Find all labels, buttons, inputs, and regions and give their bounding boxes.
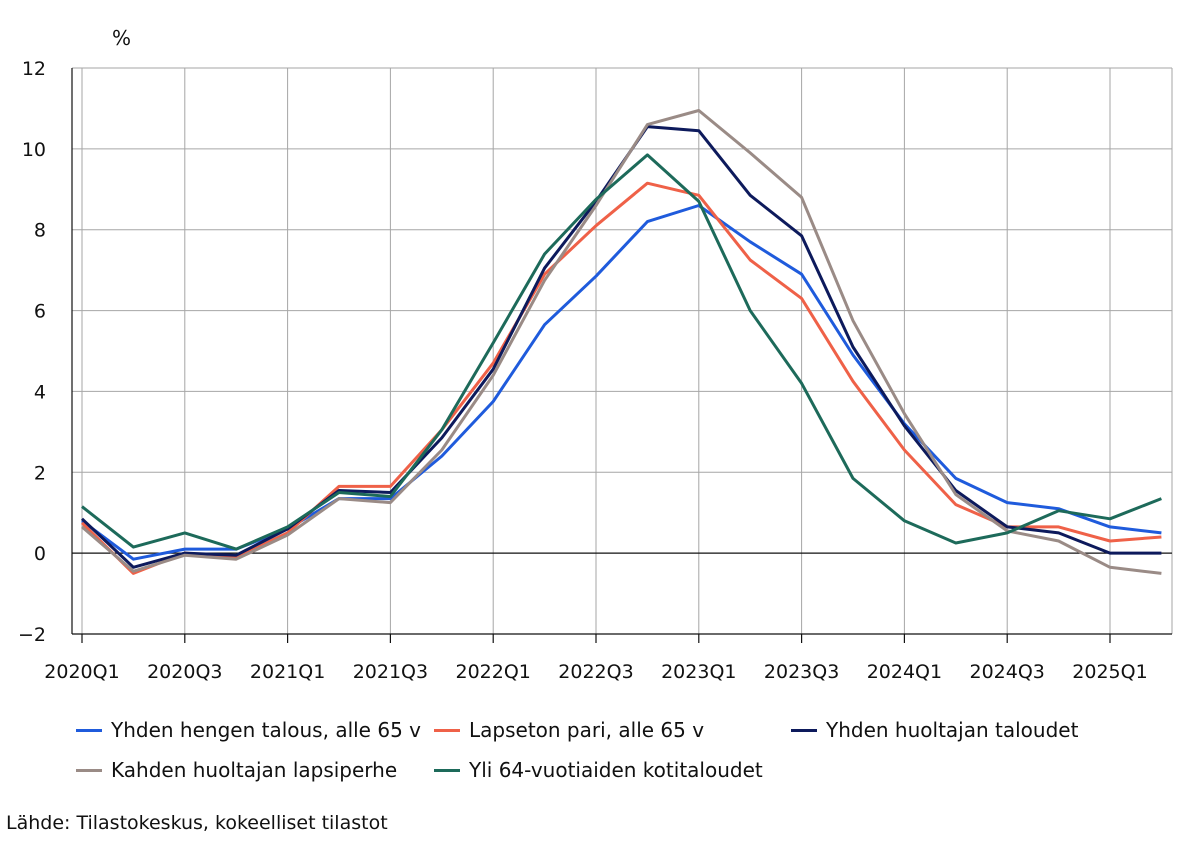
- legend-swatch: [76, 728, 102, 732]
- series-lines: [80, 109, 1162, 575]
- axes: [71, 68, 1172, 643]
- series-line: [80, 181, 1162, 575]
- x-tick-label: 2022Q3: [558, 661, 633, 683]
- x-tick-label: 2023Q3: [764, 661, 839, 683]
- y-tick-label: 8: [34, 220, 46, 242]
- x-tick-label: 2022Q1: [455, 661, 530, 683]
- gridlines: [72, 67, 1173, 635]
- series-line: [81, 153, 1162, 551]
- y-tick-label: 6: [34, 301, 46, 323]
- x-tick-label: 2021Q1: [250, 661, 325, 683]
- y-tick-label: 2: [34, 462, 46, 484]
- y-tick-label: 4: [34, 381, 46, 403]
- series-line: [81, 204, 1162, 561]
- source-note: Lähde: Tilastokeskus, kokeelliset tilast…: [6, 812, 388, 834]
- y-tick-label: −2: [18, 624, 46, 646]
- legend-item: Yhden hengen talous, alle 65 v: [76, 718, 421, 742]
- x-tick-label: 2025Q1: [1072, 661, 1147, 683]
- x-tick-label: 2024Q1: [867, 661, 942, 683]
- legend-swatch: [791, 728, 817, 732]
- series-line: [81, 109, 1162, 575]
- y-tick-label: 12: [22, 58, 46, 80]
- x-tick-label: 2024Q3: [969, 661, 1044, 683]
- x-tick-label: 2021Q3: [353, 661, 428, 683]
- legend-swatch: [434, 768, 460, 772]
- legend-item: Lapseton pari, alle 65 v: [434, 718, 704, 742]
- legend-label: Yhden huoltajan taloudet: [826, 718, 1079, 742]
- y-tick-labels: −2 0 2 4 6 8 10 12: [18, 58, 46, 646]
- y-axis-unit: %: [112, 26, 131, 50]
- x-tick-labels: 2020Q1 2020Q3 2021Q1 2021Q3 2022Q1 2022Q3 2023…: [44, 661, 1147, 683]
- x-tick-label: 2023Q1: [661, 661, 736, 683]
- legend-item: Kahden huoltajan lapsiperhe: [76, 758, 397, 782]
- legend-swatch: [434, 728, 460, 732]
- legend-item: Yhden huoltajan taloudet: [791, 718, 1078, 742]
- legend-label: Kahden huoltajan lapsiperhe: [111, 758, 398, 782]
- x-tick-label: 2020Q3: [147, 661, 222, 683]
- legend-label: Yli 64-vuotiaiden kotitaloudet: [469, 758, 763, 782]
- legend-label: Lapseton pari, alle 65 v: [469, 718, 705, 742]
- y-tick-label: 0: [34, 543, 46, 565]
- legend-swatch: [76, 768, 102, 772]
- series-line: [80, 125, 1162, 569]
- x-tick-label: 2020Q1: [44, 661, 119, 683]
- legend-label: Yhden hengen talous, alle 65 v: [111, 718, 421, 742]
- legend-item: Yli 64-vuotiaiden kotitaloudet: [434, 758, 763, 782]
- y-tick-label: 10: [22, 139, 46, 161]
